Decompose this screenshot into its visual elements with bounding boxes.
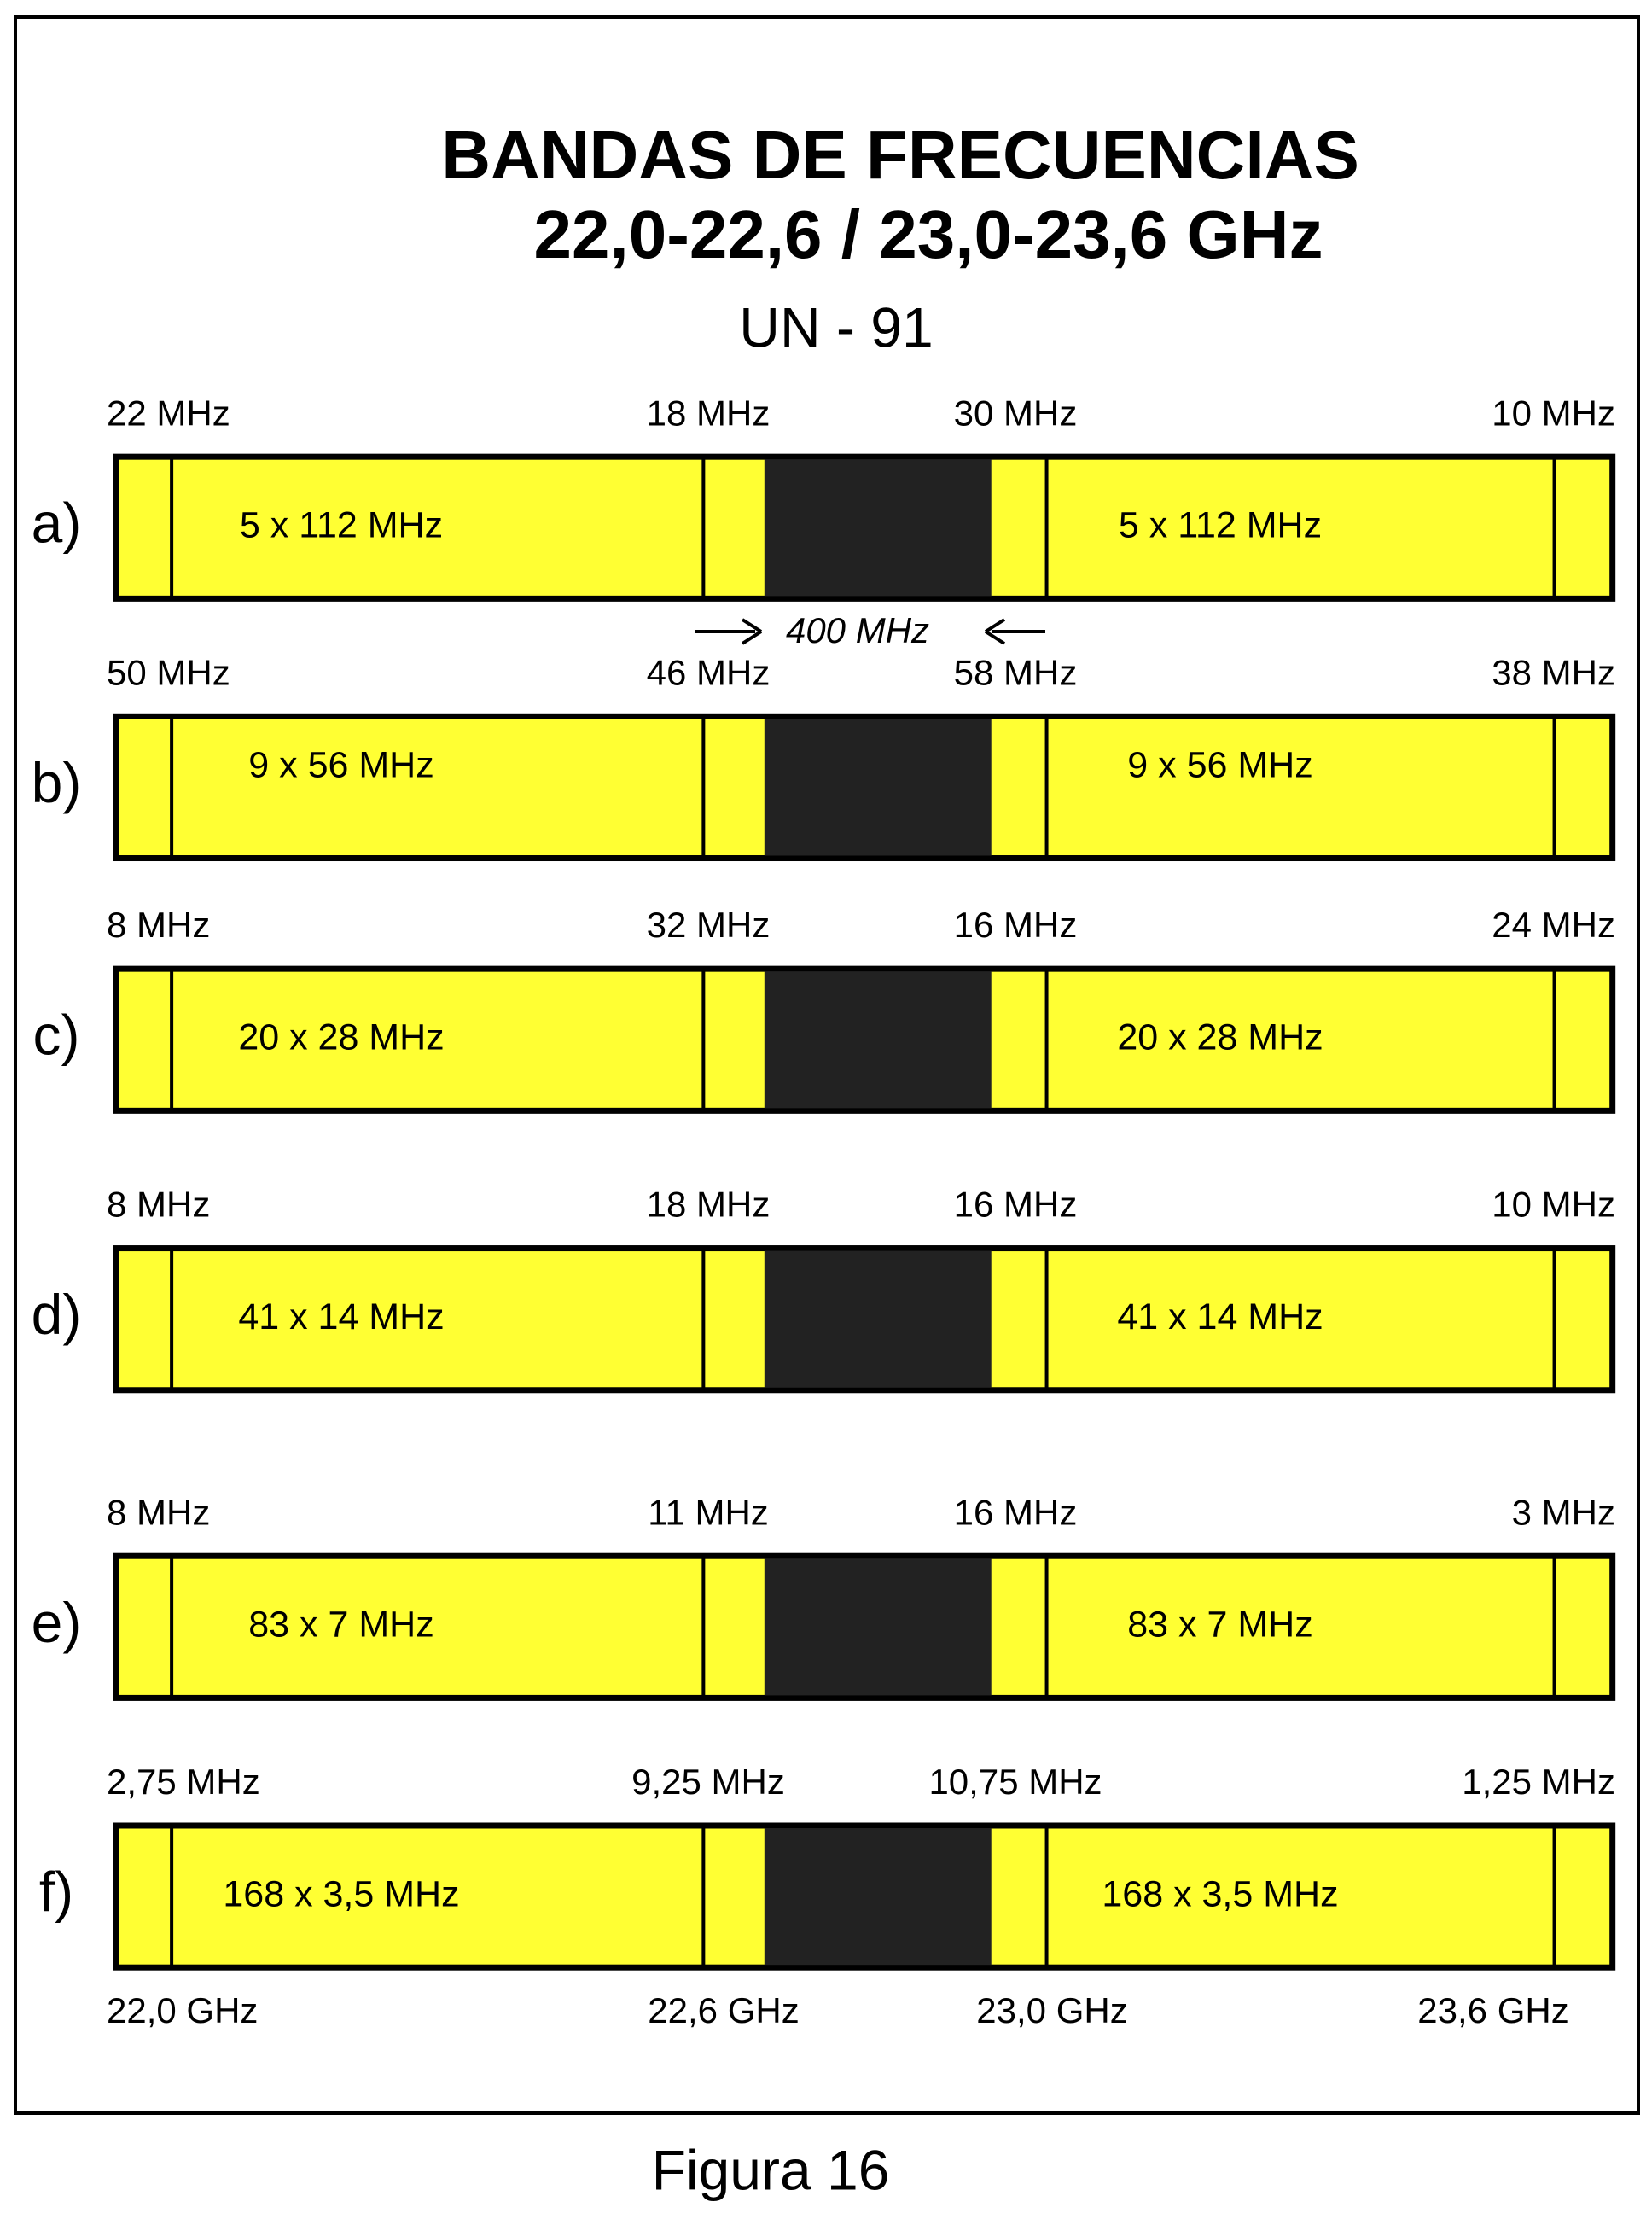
edge-label: 22 MHz [107, 393, 230, 433]
guard-gap [764, 1558, 992, 1696]
arrow-head [984, 618, 1006, 645]
channel-label: 20 x 28 MHz [1117, 1017, 1323, 1058]
row-label: a) [32, 492, 82, 555]
edge-label: 24 MHz [1492, 905, 1615, 945]
edge-label: 11 MHz [648, 1492, 769, 1532]
edge-label: 46 MHz [647, 652, 771, 692]
channel-label: 41 x 14 MHz [238, 1296, 444, 1337]
channel-label: 83 x 7 MHz [248, 1605, 433, 1645]
channel-label: 83 x 7 MHz [1127, 1605, 1312, 1645]
edge-label: 1,25 MHz [1462, 1762, 1615, 1802]
row-label: f) [39, 1861, 73, 1924]
edge-label: 38 MHz [1492, 652, 1615, 692]
edge-label: 16 MHz [954, 905, 1078, 945]
edge-label: 8 MHz [107, 1185, 210, 1225]
title: BANDAS DE FRECUENCIAS [441, 117, 1359, 193]
guard-gap [764, 1827, 992, 1966]
edge-label: 8 MHz [107, 905, 210, 945]
channel-label: 41 x 14 MHz [1117, 1296, 1323, 1337]
row-label: c) [33, 1004, 80, 1067]
guard-gap [764, 459, 992, 597]
edge-label: 8 MHz [107, 1492, 210, 1532]
edge-label: 10,75 MHz [928, 1762, 1102, 1802]
axis-label: 23,6 GHz [1417, 1990, 1568, 2030]
row-label: d) [32, 1283, 82, 1346]
edge-label: 32 MHz [647, 905, 771, 945]
gap-label: 400 MHz [786, 610, 929, 650]
guard-gap [764, 971, 992, 1109]
guard-gap [764, 1250, 992, 1388]
channel-label: 168 x 3,5 MHz [1102, 1873, 1338, 1914]
axis-label: 22,0 GHz [107, 1990, 258, 2030]
edge-label: 3 MHz [1512, 1492, 1615, 1532]
axis-label: 22,6 GHz [648, 1990, 799, 2030]
edge-label: 18 MHz [647, 393, 771, 433]
channel-label: 168 x 3,5 MHz [223, 1873, 459, 1914]
channel-label: 5 x 112 MHz [240, 505, 443, 546]
guard-gap [764, 719, 992, 856]
edge-label: 50 MHz [107, 652, 230, 692]
channel-label: 20 x 28 MHz [238, 1017, 444, 1058]
channel-label: 9 x 56 MHz [1127, 745, 1312, 786]
edge-label: 16 MHz [954, 1492, 1078, 1532]
channel-label: 5 x 112 MHz [1119, 505, 1322, 546]
title-range: 22,0-22,6 / 23,0-23,6 GHz [534, 196, 1323, 272]
caption: Figura 16 [652, 2138, 890, 2201]
edge-label: 16 MHz [954, 1185, 1078, 1225]
row-label: b) [32, 751, 82, 814]
subtitle: UN - 91 [739, 295, 933, 358]
edge-label: 30 MHz [954, 393, 1078, 433]
edge-label: 18 MHz [647, 1185, 771, 1225]
axis-label: 23,0 GHz [976, 1990, 1127, 2030]
row-label: e) [32, 1591, 82, 1654]
edge-label: 10 MHz [1492, 393, 1615, 433]
channel-label: 9 x 56 MHz [248, 745, 433, 786]
edge-label: 9,25 MHz [631, 1762, 785, 1802]
edge-label: 10 MHz [1492, 1185, 1615, 1225]
edge-label: 2,75 MHz [107, 1762, 260, 1802]
edge-label: 58 MHz [954, 652, 1078, 692]
arrow-head [741, 618, 763, 645]
frame [14, 15, 1640, 2115]
